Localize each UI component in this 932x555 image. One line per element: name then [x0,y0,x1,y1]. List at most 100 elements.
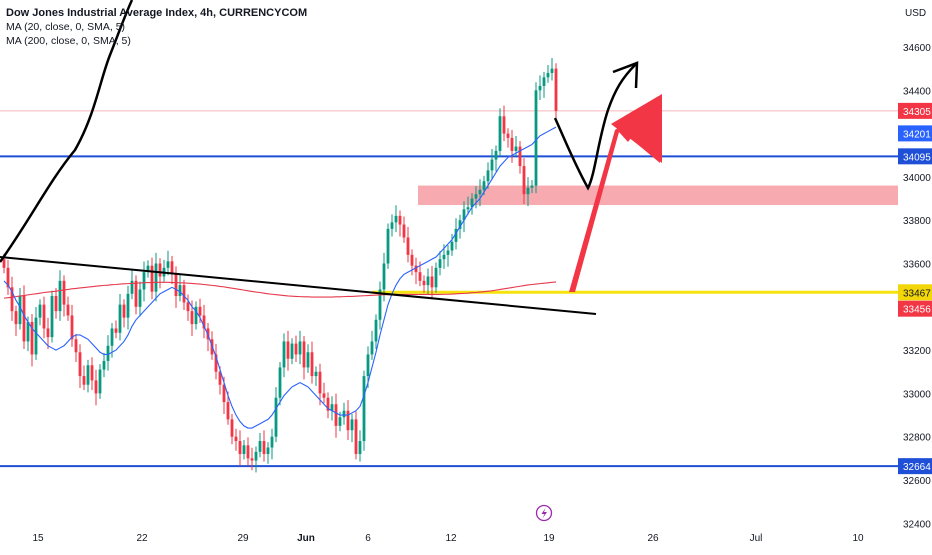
candle-body [66,304,70,316]
candle-body [474,194,478,199]
event-flash-glyph [541,508,547,519]
candle-body [70,315,74,340]
candle-body [6,267,10,288]
price-label-group: 34305 34201 34095 33467 33456 32664 [898,102,932,475]
supply-zone-rectangle[interactable] [418,185,898,206]
candle-body [294,343,298,355]
freehand-curve-drawing[interactable] [0,0,134,263]
candle-body [478,189,482,195]
candle-body [414,265,418,273]
candle-body [370,341,374,355]
candle-body [326,397,330,411]
candle-body [114,328,118,333]
candle-body [422,280,426,286]
time-tick-label: 15 [32,533,44,544]
price-tick-label: 32400 [903,519,931,530]
candle-body [286,341,290,359]
chart-legend[interactable]: Dow Jones Industrial Average Index, 4h, … [6,6,307,48]
candle-body [458,220,462,229]
candle-body [554,68,558,111]
candle-body [534,90,538,186]
candle-body [62,280,66,305]
candle-body [382,263,386,290]
candle-body [54,295,58,312]
candle-body [234,436,238,442]
projection-curve-drawing[interactable] [553,63,637,191]
time-tick-label: Jun [297,533,315,544]
candle-body [378,289,382,320]
candle-body [486,170,490,182]
candle-body [10,287,14,312]
price-label-text: 34305 [903,107,931,118]
candle-body [362,376,366,442]
candle-body [94,380,98,394]
candle-body [158,263,162,277]
price-tick-label: 34400 [903,86,931,97]
candle-body [174,274,178,296]
candle-body [366,354,370,377]
candle-body [374,319,378,342]
candle-body [202,315,206,329]
candle-body [514,146,518,151]
candle-body [126,293,130,318]
candle-body [170,261,174,275]
price-tick-label: 34600 [903,43,931,54]
ma200-legend[interactable]: MA (200, close, 0, SMA, 5) [6,35,131,47]
candle-body [198,306,202,316]
time-axis[interactable]: 15 22 29 Jun 6 12 19 26 Jul 10 [32,533,864,544]
candle-body [518,146,522,167]
candle-body [330,404,334,411]
candle-body [470,198,474,208]
candle-body [258,441,262,452]
candle-body [310,352,314,377]
candle-body [238,441,242,455]
candle-body [546,72,550,78]
price-label-box [898,458,932,475]
price-tick-label: 33200 [903,346,931,357]
candle-body [50,295,54,338]
candle-body [538,85,542,91]
candle-body [98,369,102,394]
candle-body [186,302,190,312]
symbol-title[interactable]: Dow Jones Industrial Average Index, 4h, … [6,7,308,19]
candle-body [342,410,346,418]
candle-body [442,254,446,260]
candle-body [138,289,142,307]
candle-body [302,341,306,368]
candle-body [346,410,350,431]
candle-body [522,166,526,195]
candle-body [542,77,546,86]
candle-body [506,133,510,138]
candle-body [394,215,398,223]
price-label-box [898,284,932,301]
candle-body [490,159,494,171]
candle-body [130,280,134,294]
price-tick-label: 33000 [903,389,931,400]
candle-body [510,137,514,151]
candle-body [386,228,390,264]
ma20-legend[interactable]: MA (20, close, 0, SMA, 5) [6,21,126,33]
candle-body [266,447,270,455]
candle-body [426,276,430,286]
candle-body [242,445,246,455]
candle-body [78,352,82,377]
candle-body [74,339,78,353]
candle-body [418,272,422,281]
candle-body [482,181,486,190]
candle-body [298,341,302,355]
candle-body [182,285,186,303]
candle-body [38,304,42,318]
candle-body [498,116,502,151]
trendline-drawing[interactable] [0,256,597,315]
candle-body [290,343,294,359]
candle-body [402,224,406,238]
candle-body [278,367,282,398]
candle-body [142,272,146,290]
candle-body [110,328,114,346]
candle-body [406,237,410,255]
candle-body [134,280,138,307]
time-tick-label: 19 [543,533,555,544]
candle-body [218,371,222,385]
